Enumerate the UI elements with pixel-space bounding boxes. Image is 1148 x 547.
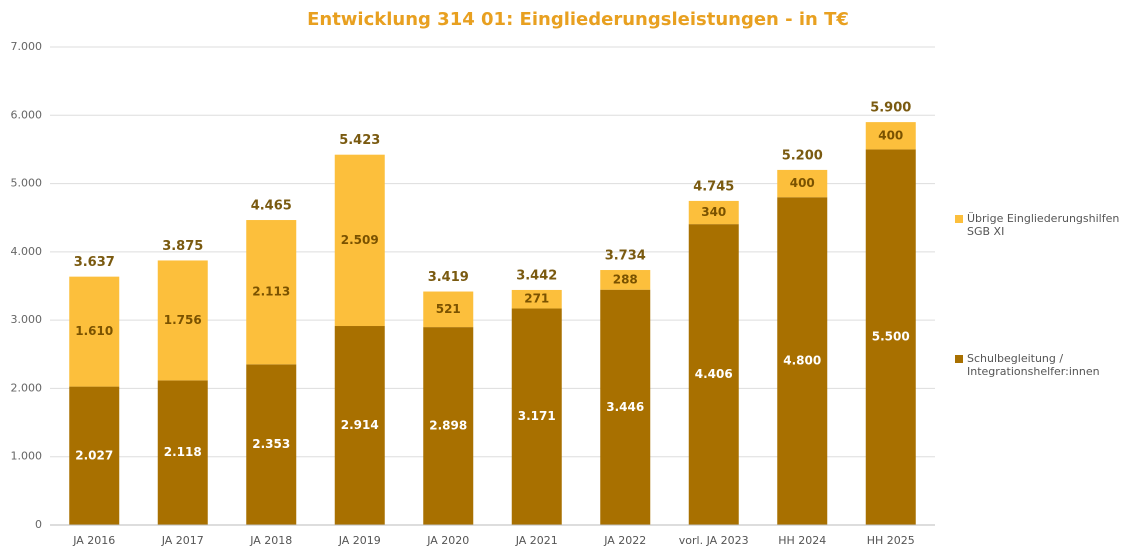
x-tick-label: JA 2019: [338, 534, 381, 547]
y-tick-label: 7.000: [11, 40, 43, 53]
x-tick-label: HH 2024: [778, 534, 826, 547]
data-label: 4.800: [783, 354, 821, 368]
data-label: 288: [613, 272, 638, 286]
x-tick-label: HH 2025: [867, 534, 915, 547]
bar-segment: [423, 327, 474, 525]
data-label: 340: [701, 205, 726, 219]
total-label: 5.200: [782, 148, 823, 163]
y-tick-label: 4.000: [11, 245, 43, 258]
data-label: 2.509: [341, 233, 379, 247]
total-label: 4.745: [693, 179, 734, 194]
total-label: 5.900: [870, 101, 911, 116]
x-tick-label: JA 2020: [426, 534, 469, 547]
legend-item: Schulbegleitung / Integrationshelfer:inn…: [955, 352, 1145, 378]
y-tick-label: 6.000: [11, 108, 43, 121]
total-label: 5.423: [339, 133, 380, 148]
bar-segment: [246, 364, 297, 525]
bar-segment: [334, 326, 385, 525]
y-tick-label: 1.000: [11, 450, 43, 463]
legend-item: Übrige Eingliederungshilfen SGB XI: [955, 212, 1145, 238]
x-tick-label: JA 2021: [515, 534, 558, 547]
data-label: 400: [878, 128, 903, 142]
legend-swatch: [955, 355, 963, 363]
bar-segment: [511, 289, 562, 309]
y-tick-label: 5.000: [11, 177, 43, 190]
bar-segment: [69, 386, 120, 525]
bar-segment: [511, 308, 562, 525]
data-label: 400: [790, 176, 815, 190]
x-tick-label: JA 2016: [72, 534, 115, 547]
data-label: 1.756: [164, 313, 202, 327]
data-label: 2.898: [429, 419, 467, 433]
bar-segment: [688, 224, 739, 525]
x-tick-label: JA 2022: [603, 534, 646, 547]
data-label: 4.406: [695, 367, 733, 381]
y-tick-label: 2.000: [11, 381, 43, 394]
total-label: 3.734: [605, 249, 646, 264]
data-label: 1.610: [75, 324, 113, 338]
bar-segment: [334, 154, 385, 327]
bar-segment: [777, 169, 828, 198]
bar-segment: [423, 291, 474, 328]
bar-segment: [69, 276, 120, 387]
data-label: 5.500: [872, 330, 910, 344]
total-label: 3.637: [74, 255, 115, 270]
legend-swatch: [955, 215, 963, 223]
data-label: 521: [436, 302, 461, 316]
bar-segment: [777, 197, 828, 525]
legend-label: Übrige Eingliederungshilfen SGB XI: [967, 212, 1120, 238]
data-label: 3.446: [606, 400, 644, 414]
bar-segment: [865, 122, 916, 150]
total-label: 3.442: [516, 268, 557, 283]
data-label: 2.353: [252, 437, 290, 451]
total-label: 3.419: [428, 270, 469, 285]
total-label: 3.875: [162, 239, 203, 254]
data-label: 3.171: [518, 409, 556, 423]
data-label: 271: [524, 292, 549, 306]
bar-segment: [246, 220, 297, 365]
bar-segment: [688, 200, 739, 225]
bar-segment: [157, 380, 208, 525]
bar-segment: [600, 270, 651, 290]
y-tick-label: 3.000: [11, 313, 43, 326]
bar-segment: [157, 260, 208, 381]
chart-title: Entwicklung 314 01: Eingliederungsleistu…: [307, 9, 849, 30]
data-label: 2.914: [341, 418, 379, 432]
data-label: 2.027: [75, 448, 113, 462]
x-tick-label: vorl. JA 2023: [679, 534, 749, 547]
bar-segment: [600, 289, 651, 525]
x-tick-label: JA 2018: [249, 534, 292, 547]
x-tick-label: JA 2017: [161, 534, 204, 547]
legend-label: Schulbegleitung / Integrationshelfer:inn…: [967, 352, 1100, 378]
total-label: 4.465: [251, 199, 292, 214]
y-tick-label: 0: [35, 518, 42, 531]
bar-segment: [865, 149, 916, 525]
data-label: 2.113: [252, 285, 290, 299]
data-label: 2.118: [164, 445, 202, 459]
